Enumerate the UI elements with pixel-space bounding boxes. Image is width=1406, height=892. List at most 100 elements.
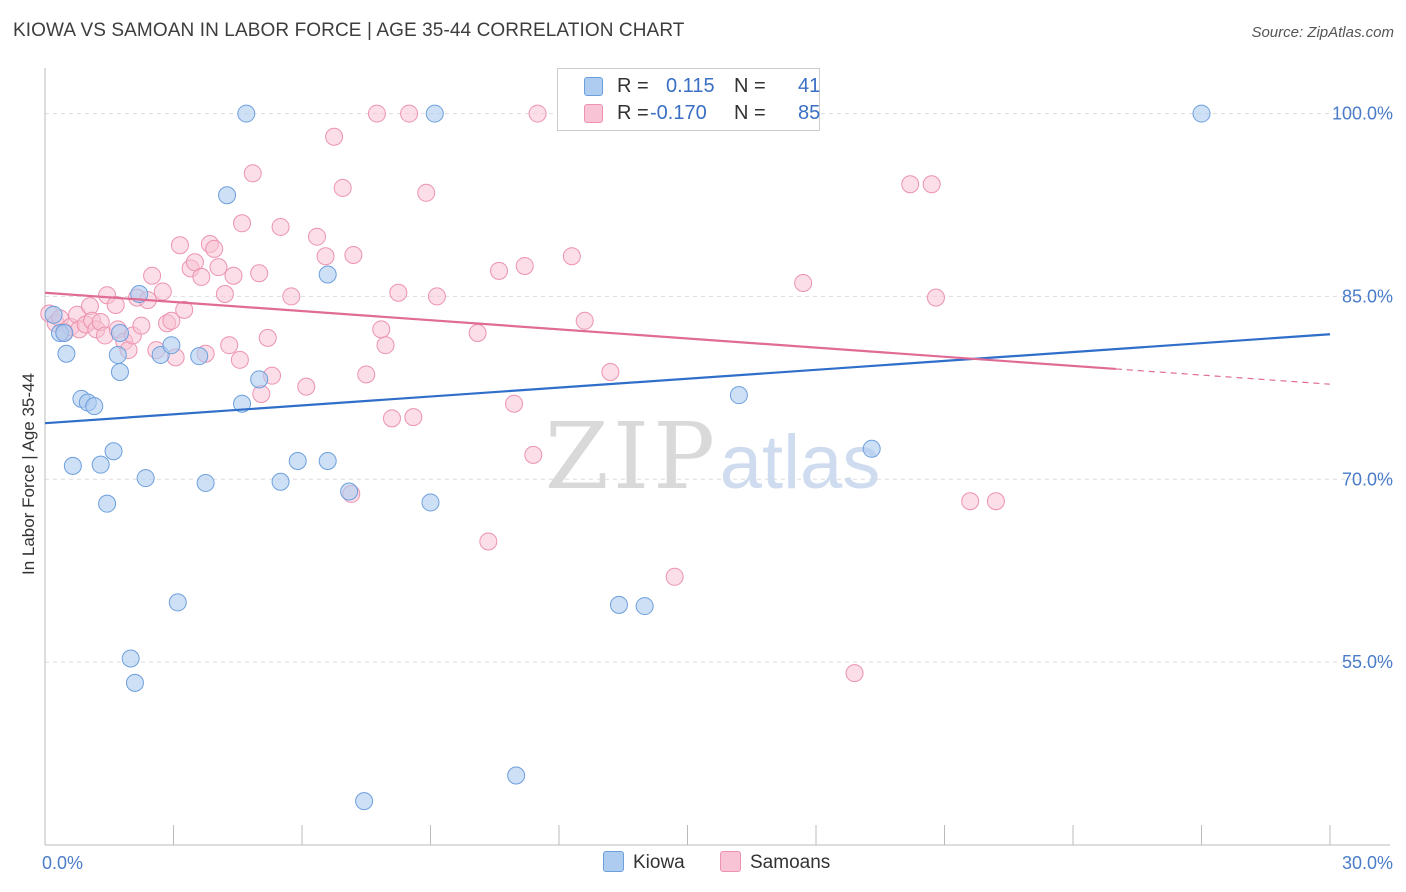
legend-r-label: R =: [617, 102, 649, 124]
x-tick-label: 30.0%: [1342, 853, 1393, 873]
kiowa-point: [355, 792, 374, 811]
kiowa-point: [110, 324, 129, 342]
samoans-point: [665, 567, 684, 586]
samoans-point: [143, 266, 162, 285]
samoans-point: [845, 664, 864, 683]
samoans-point: [192, 267, 211, 286]
x-tick-label: 0.0%: [42, 853, 83, 873]
kiowa-point: [136, 469, 155, 488]
samoans-point: [389, 283, 408, 302]
samoans-legend-label: Samoans: [750, 852, 831, 873]
kiowa-point: [729, 386, 748, 405]
trend-lines: [44, 291, 1331, 425]
samoans-trend-line: [44, 291, 1116, 371]
samoans-point: [215, 284, 234, 303]
chart-title: KIOWA VS SAMOAN IN LABOR FORCE | AGE 35-…: [13, 20, 685, 41]
watermark-atlas: atlas: [720, 420, 881, 505]
samoans-point: [601, 363, 620, 382]
kiowa-point: [55, 324, 74, 342]
kiowa-point: [98, 494, 117, 513]
kiowa-point: [425, 104, 444, 123]
kiowa-point: [318, 452, 337, 470]
samoans-swatch: [720, 851, 741, 872]
kiowa-point: [44, 305, 63, 324]
bottom-legend-kiowa: Kiowa: [603, 851, 685, 874]
samoans-point: [282, 287, 301, 306]
samoans-point: [562, 247, 581, 266]
samoans-point: [153, 282, 172, 301]
samoans-point: [250, 264, 269, 283]
samoans-point: [162, 311, 181, 330]
samoans-point: [170, 236, 189, 255]
kiowa-point: [190, 347, 209, 366]
kiowa-swatch: [584, 77, 603, 96]
samoans-point: [258, 328, 277, 347]
samoans-point: [367, 104, 386, 123]
kiowa-point: [288, 452, 307, 470]
samoans-point: [271, 217, 290, 236]
y-tick-label: 100.0%: [1332, 104, 1393, 124]
gridlines: [45, 113, 1390, 663]
kiowa-point: [862, 439, 881, 458]
kiowa-r-value: 0.115: [666, 75, 715, 97]
kiowa-point: [162, 336, 181, 355]
samoans-point: [325, 127, 344, 146]
samoans-point: [132, 316, 151, 335]
samoans-trend-line-extension: [1115, 368, 1331, 385]
samoans-n-value: 85: [798, 102, 821, 124]
kiowa-n-value: 41: [798, 75, 821, 97]
kiowa-point: [609, 595, 628, 614]
samoans-point: [524, 445, 543, 464]
y-tick-label: 85.0%: [1342, 286, 1393, 306]
samoans-point: [333, 178, 352, 197]
samoans-point: [479, 532, 498, 551]
kiowa-point: [340, 482, 359, 501]
kiowa-point: [63, 456, 82, 475]
kiowa-point: [218, 186, 237, 205]
kiowa-point: [85, 397, 104, 416]
samoans-point: [233, 214, 252, 233]
samoans-point: [515, 256, 534, 275]
legend-r-label: R =: [617, 75, 649, 97]
samoans-point: [575, 311, 594, 330]
legend-n-label: N =: [734, 102, 766, 124]
samoans-point: [794, 274, 813, 293]
samoans-point: [307, 227, 326, 246]
samoans-point: [427, 287, 446, 306]
samoans-point: [404, 408, 423, 427]
kiowa-point: [91, 455, 110, 474]
samoans-swatch: [584, 104, 603, 123]
samoans-point: [986, 492, 1005, 511]
samoans-point: [220, 336, 239, 355]
axes: [44, 68, 1390, 846]
tick-labels: 100.0% 85.0% 70.0% 55.0% 0.0% 30.0%: [42, 104, 1393, 873]
samoans-point: [344, 245, 363, 264]
kiowa-point: [121, 649, 140, 668]
samoans-point: [243, 164, 262, 183]
samoans-points: [40, 104, 1005, 683]
kiowa-point: [233, 394, 252, 413]
legend-n-label: N =: [734, 75, 766, 97]
kiowa-point: [125, 673, 144, 692]
correlation-legend: R = 0.115 N = 41 R = -0.170 N = 85: [557, 68, 820, 131]
kiowa-point: [635, 597, 654, 616]
kiowa-point: [196, 473, 215, 492]
kiowa-legend-label: Kiowa: [633, 852, 685, 873]
kiowa-point: [237, 104, 256, 123]
y-tick-label: 70.0%: [1342, 469, 1393, 489]
samoans-point: [505, 394, 524, 413]
samoans-point: [316, 247, 335, 266]
kiowa-point: [1192, 104, 1211, 123]
samoans-point: [417, 183, 436, 202]
kiowa-trend-line: [44, 333, 1331, 425]
watermark: ZIP atlas: [545, 403, 880, 510]
samoans-point: [297, 377, 316, 396]
samoans-point: [224, 266, 243, 285]
samoans-point: [106, 295, 125, 314]
samoans-point: [175, 300, 194, 319]
kiowa-point: [104, 442, 123, 461]
kiowa-point: [318, 265, 337, 284]
bottom-legend-samoans: Samoans: [720, 851, 830, 874]
kiowa-points: [44, 104, 1211, 811]
